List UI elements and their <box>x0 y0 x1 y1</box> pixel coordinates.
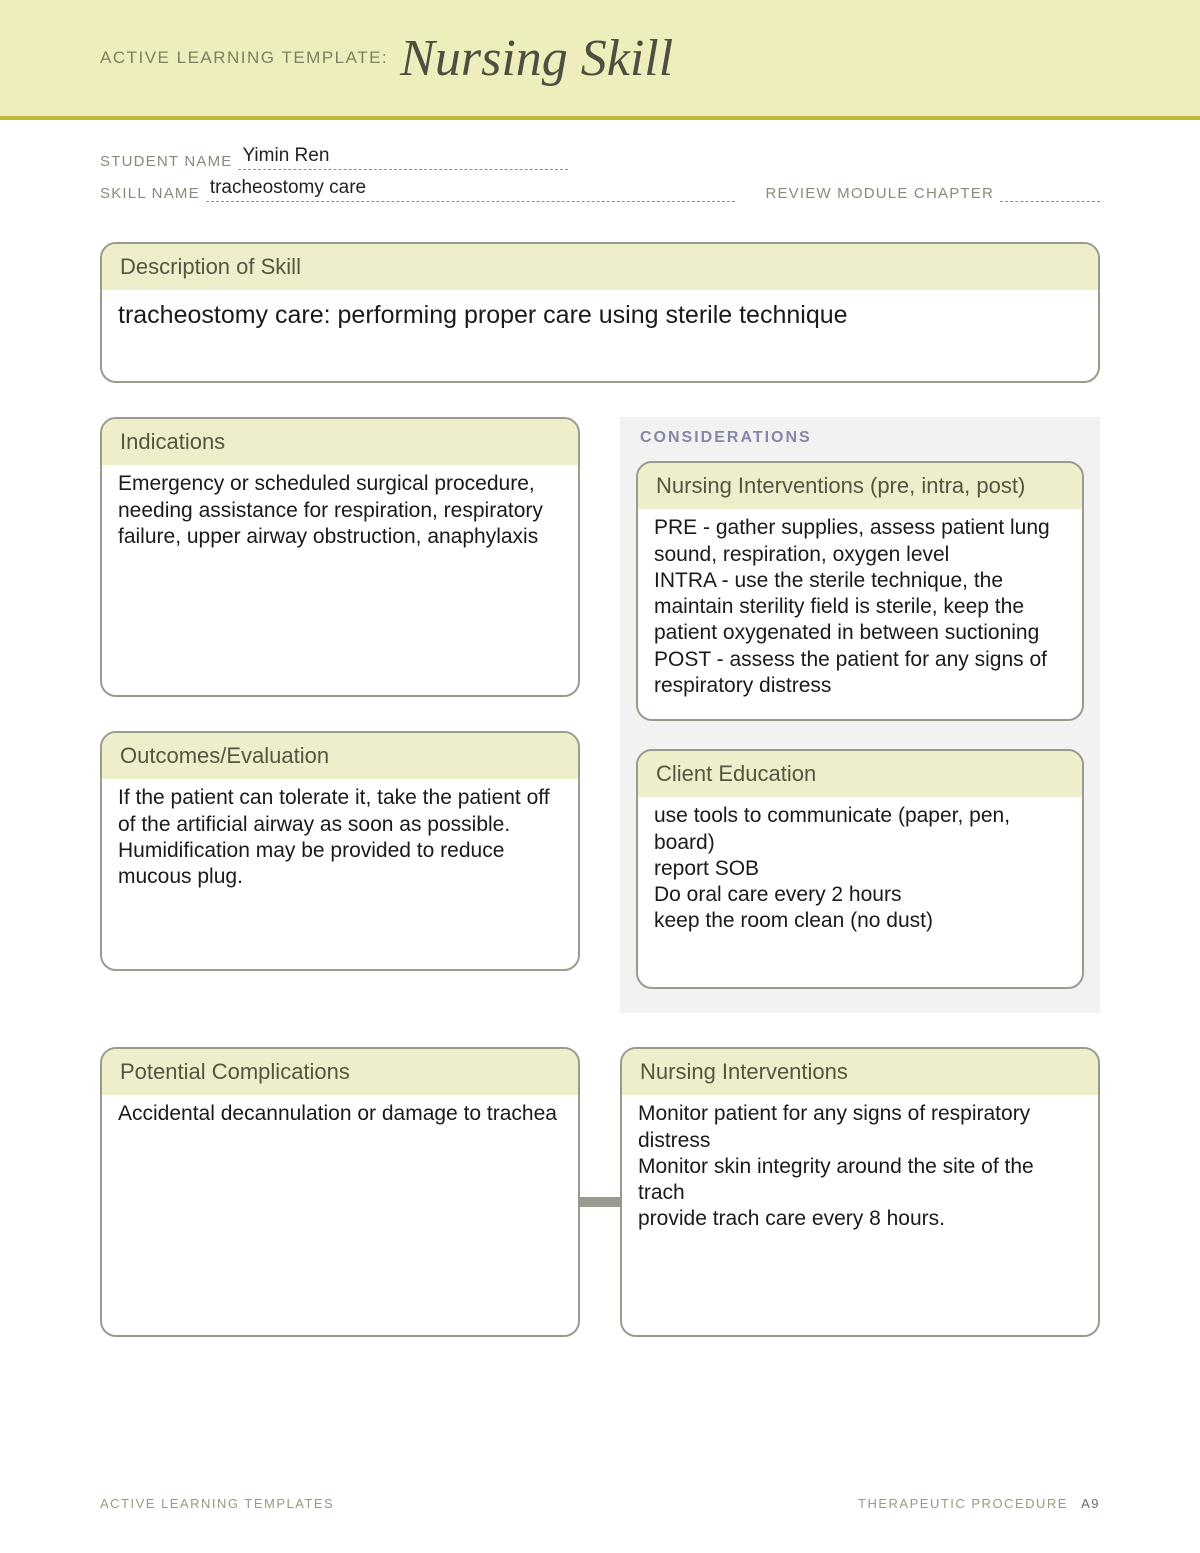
description-title: Description of Skill <box>102 244 1098 290</box>
template-title: Nursing Skill <box>400 29 673 88</box>
meta-block: STUDENT NAME Yimin Ren SKILL NAME trache… <box>0 120 1200 202</box>
complications-box: Potential Complications Accidental decan… <box>100 1047 580 1337</box>
footer-right-text: THERAPEUTIC PROCEDURE <box>858 1496 1068 1511</box>
connector-bar <box>580 1197 620 1207</box>
header-band: ACTIVE LEARNING TEMPLATE: Nursing Skill <box>0 0 1200 120</box>
considerations-panel: CONSIDERATIONS Nursing Interventions (pr… <box>620 417 1100 1013</box>
client-ed-box: Client Education use tools to communicat… <box>636 749 1084 989</box>
indications-body: Emergency or scheduled surgical procedur… <box>102 465 578 564</box>
skill-name-field[interactable]: tracheostomy care <box>206 180 736 202</box>
description-box: Description of Skill tracheostomy care: … <box>100 242 1100 383</box>
outcomes-body: If the patient can tolerate it, take the… <box>102 779 578 904</box>
footer-page: A9 <box>1081 1496 1100 1511</box>
student-name-label: STUDENT NAME <box>100 153 232 170</box>
skill-name-value: tracheostomy care <box>206 177 370 199</box>
indications-title: Indications <box>102 419 578 465</box>
nursing-int-box: Nursing Interventions Monitor patient fo… <box>620 1047 1100 1337</box>
content-area: Description of Skill tracheostomy care: … <box>0 202 1200 1337</box>
complications-title: Potential Complications <box>102 1049 578 1095</box>
student-name-value: Yimin Ren <box>238 145 333 167</box>
indications-box: Indications Emergency or scheduled surgi… <box>100 417 580 697</box>
description-body: tracheostomy care: performing proper car… <box>102 290 1098 381</box>
complications-body: Accidental decannulation or damage to tr… <box>102 1095 578 1141</box>
student-name-field[interactable]: Yimin Ren <box>238 148 568 170</box>
nursing-pre-body: PRE - gather supplies, assess patient lu… <box>638 509 1082 713</box>
nursing-pre-title: Nursing Interventions (pre, intra, post) <box>638 463 1082 509</box>
outcomes-title: Outcomes/Evaluation <box>102 733 578 779</box>
nursing-int-body: Monitor patient for any signs of respira… <box>622 1095 1098 1246</box>
bottom-row: Potential Complications Accidental decan… <box>100 1047 1100 1337</box>
footer-left: ACTIVE LEARNING TEMPLATES <box>100 1496 334 1511</box>
nursing-pre-box: Nursing Interventions (pre, intra, post)… <box>636 461 1084 721</box>
outcomes-box: Outcomes/Evaluation If the patient can t… <box>100 731 580 971</box>
nursing-int-title: Nursing Interventions <box>622 1049 1098 1095</box>
considerations-label: CONSIDERATIONS <box>636 417 1084 461</box>
skill-name-label: SKILL NAME <box>100 185 200 202</box>
review-chapter-label: REVIEW MODULE CHAPTER <box>765 185 994 202</box>
review-chapter-field[interactable] <box>1000 180 1100 202</box>
template-label: ACTIVE LEARNING TEMPLATE: <box>100 48 388 68</box>
client-ed-body: use tools to communicate (paper, pen, bo… <box>638 797 1082 948</box>
footer: ACTIVE LEARNING TEMPLATES THERAPEUTIC PR… <box>100 1496 1100 1511</box>
footer-right: THERAPEUTIC PROCEDURE A9 <box>858 1496 1100 1511</box>
left-column: Indications Emergency or scheduled surgi… <box>100 417 580 971</box>
right-column: CONSIDERATIONS Nursing Interventions (pr… <box>620 417 1100 1013</box>
client-ed-title: Client Education <box>638 751 1082 797</box>
